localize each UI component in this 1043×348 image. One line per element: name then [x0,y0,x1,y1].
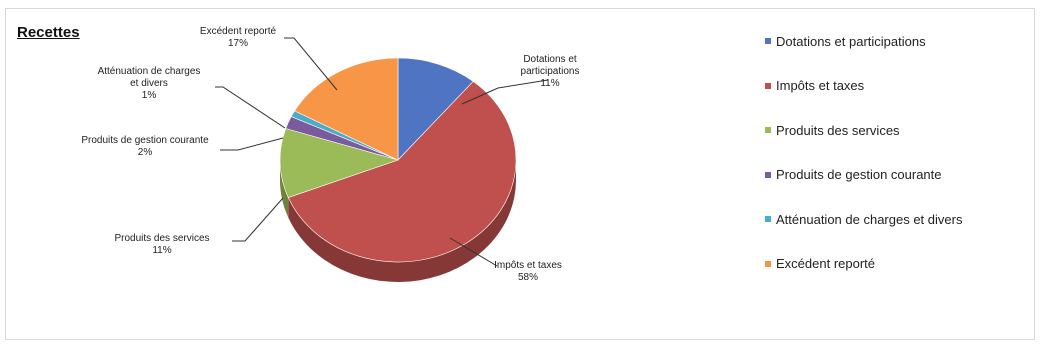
leader-line [461,79,549,105]
legend-swatch [765,127,771,133]
pie-depth-segment [280,160,289,218]
pie-slice [279,128,400,198]
leader-line [449,237,498,267]
legend-item-excedent: Excédent reporté [765,253,962,275]
legend-swatch [765,38,771,44]
legend-item-impots: Impôts et taxes [765,75,962,97]
legend-label: Atténuation de charges et divers [776,211,963,227]
data-label-line: 2% [138,147,153,158]
data-label: Produits de gestion courante 2% [81,135,209,158]
legend-swatch [765,216,771,222]
legend-item-produits-services: Produits des services [765,119,962,141]
data-label-line: Impôts et taxes [494,260,562,271]
legend-label: Impôts et taxes [776,78,865,93]
data-label-line: Atténuation de charges [98,66,201,77]
leader-lines [215,37,549,267]
data-label-line: Produits de gestion courante [81,135,209,146]
data-label: Impôts et taxes 58% [494,260,562,283]
data-label-line: Produits des services [114,233,209,244]
leader-line [232,197,284,242]
leader-line [215,86,286,129]
legend-swatch [765,260,771,267]
data-label: Dotations et participations 11% [521,54,580,89]
legend-swatch [765,82,771,89]
legend-item-attenuation: Atténuation de charges et divers [765,208,962,230]
data-label-line: Dotations et [523,54,577,65]
data-label: Excédent reporté 17% [200,26,277,49]
data-label-line: 17% [228,38,248,49]
legend: Dotations et participations Impôts et ta… [765,30,962,297]
pie-slice [287,81,517,263]
data-label: Produits des services 11% [114,233,209,256]
data-label-line: et divers [130,78,168,89]
data-labels: Dotations et participations 11%Impôts et t… [81,26,579,283]
pie-slices [279,57,517,263]
data-label-line: Excédent reporté [200,26,277,37]
data-label-line: participations [521,66,580,77]
legend-swatch [765,171,771,178]
legend-item-gestion-courante: Produits de gestion courante [765,164,962,186]
leader-line [220,137,284,151]
pie-slice [294,57,399,161]
legend-label: Excédent reporté [776,256,876,271]
legend-label: Produits de gestion courante [776,167,942,182]
chart-frame [5,8,1035,340]
chart-title: Recettes [17,24,80,41]
leader-line [284,37,338,91]
legend-label: Produits des services [776,122,900,138]
data-label-line: 58% [518,272,538,283]
pie-slice [397,57,474,161]
legend-label: Dotations et participations [776,33,926,49]
data-label-line: 11% [540,78,559,89]
data-label: Atténuation de charges et divers 1% [98,66,201,101]
legend-item-dotations: Dotations et participations [765,30,962,52]
data-label-line: 1% [142,90,157,101]
data-label-line: 11% [152,245,171,256]
